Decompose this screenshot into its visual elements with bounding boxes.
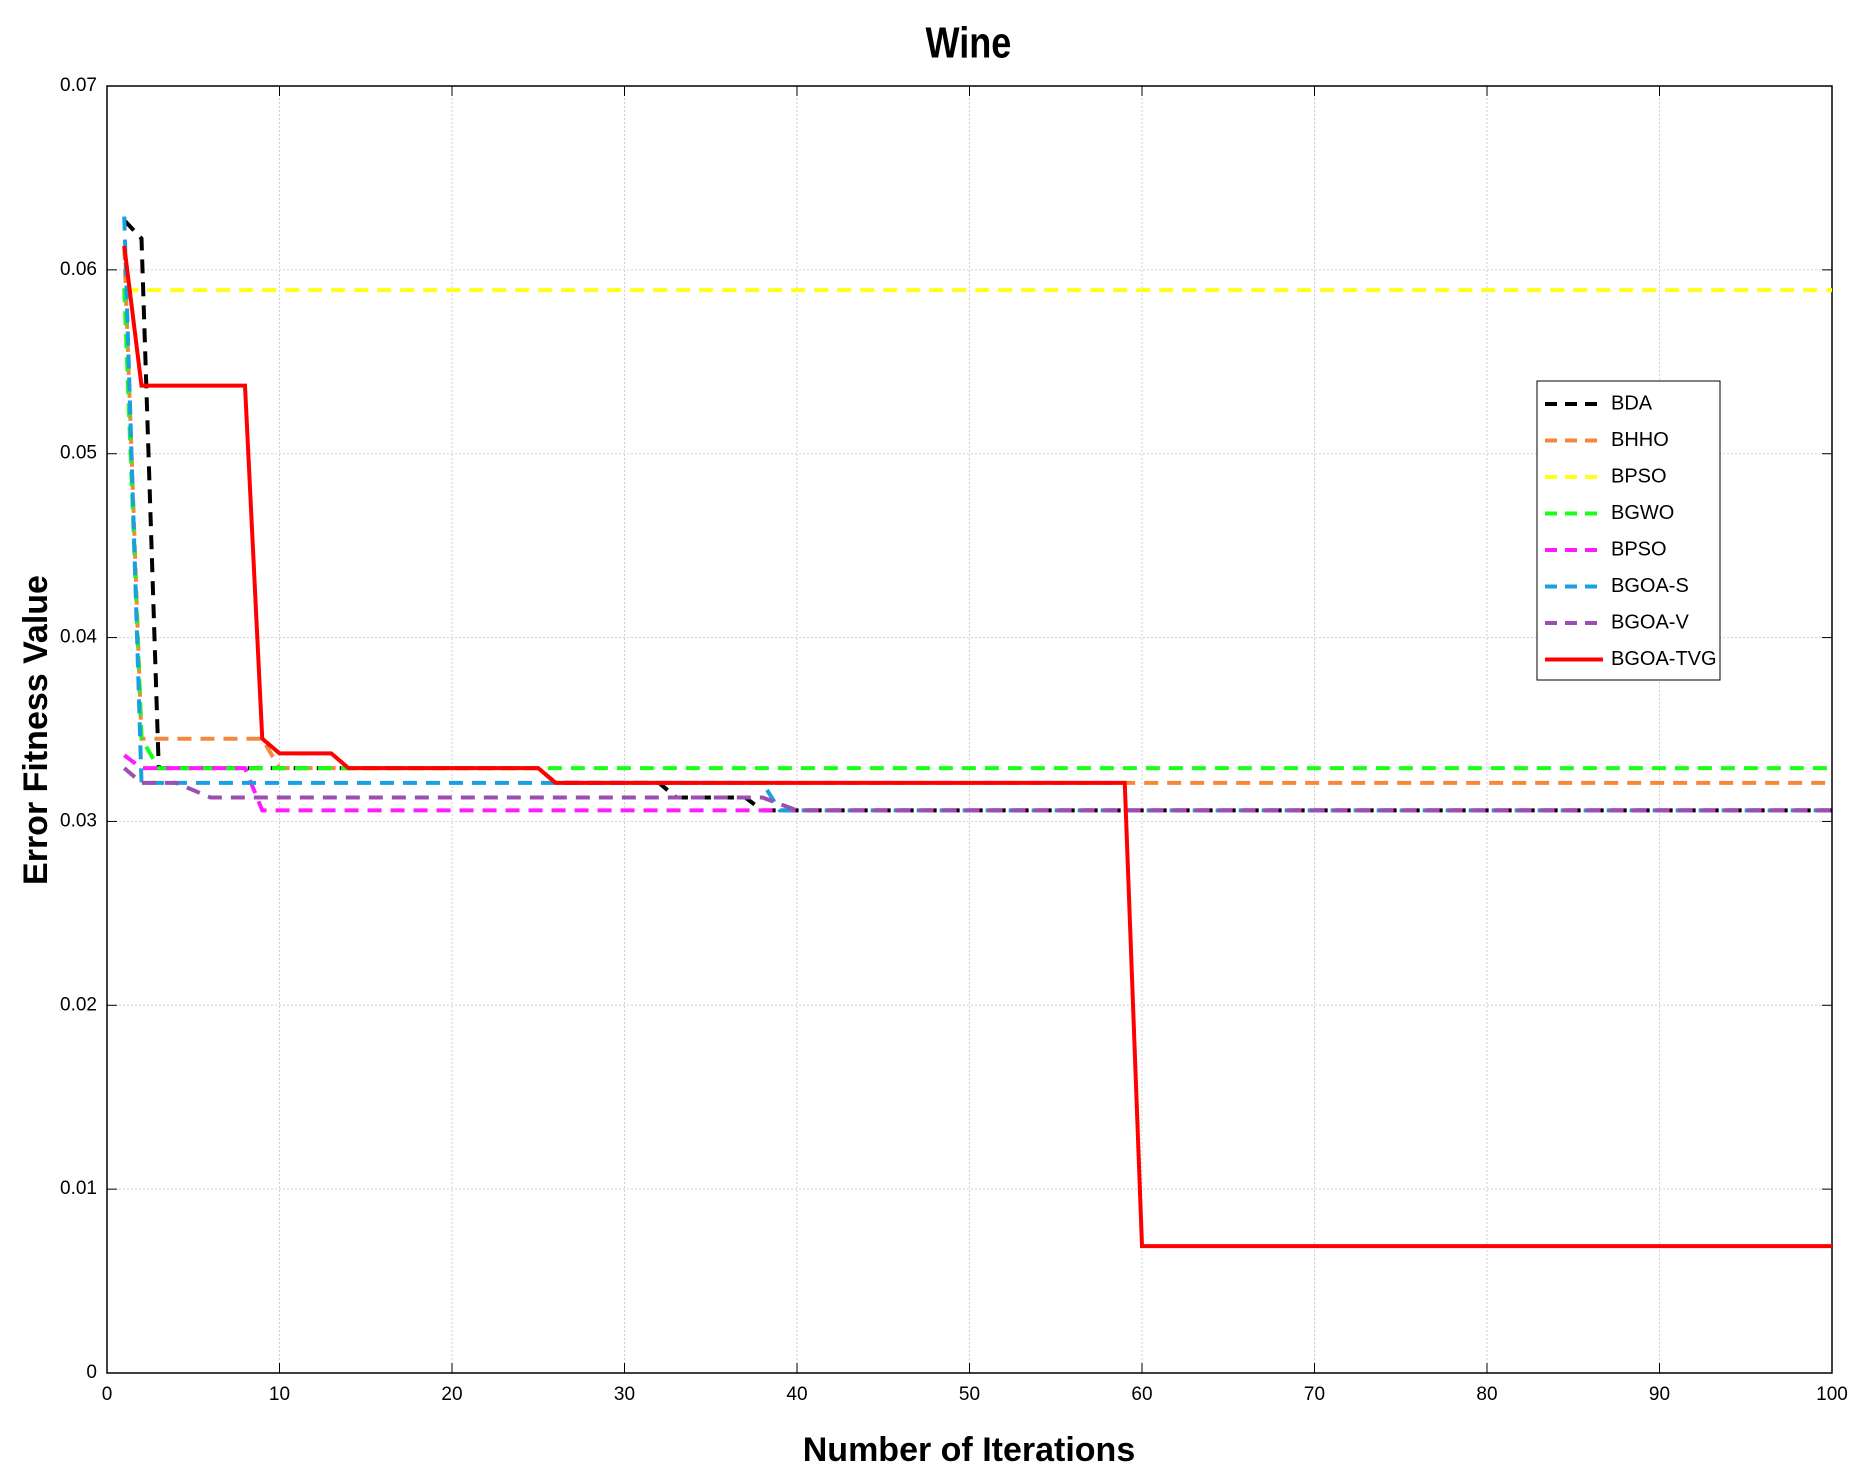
y-tick-label: 0.07 <box>60 75 97 96</box>
x-tick-label: 0 <box>102 1384 113 1405</box>
x-tick-label: 30 <box>614 1384 635 1405</box>
legend-box <box>1536 380 1721 681</box>
legend-label: BGOA-TVG <box>1611 648 1717 670</box>
x-tick-label: 10 <box>269 1384 290 1405</box>
series-line <box>122 766 1832 813</box>
y-tick-label: 0.03 <box>60 810 97 831</box>
x-tick-label: 50 <box>959 1384 980 1405</box>
y-tick-label: 0.05 <box>60 443 97 464</box>
x-tick-label: 70 <box>1304 1384 1325 1405</box>
legend-label: BGOA-V <box>1611 611 1689 633</box>
x-tick-label: 90 <box>1649 1384 1670 1405</box>
y-tick-label: 0.06 <box>60 259 97 280</box>
legend-label: BPSO <box>1611 538 1667 560</box>
legend-label: BDA <box>1611 392 1653 414</box>
y-tick-label: 0.02 <box>60 994 97 1015</box>
legend-label: BGWO <box>1611 502 1674 524</box>
y-tick-label: 0.04 <box>60 627 97 648</box>
x-axis-label: Number of Iterations <box>803 1431 1135 1469</box>
plot-frame <box>106 85 1833 1374</box>
x-tick-label: 60 <box>1131 1384 1152 1405</box>
legend-label: BHHO <box>1611 429 1669 451</box>
x-tick-label: 80 <box>1476 1384 1497 1405</box>
chart-title: Wine <box>926 18 1012 67</box>
series-line <box>122 288 1832 771</box>
y-tick-label: 0.01 <box>60 1178 97 1199</box>
series-line <box>122 245 1832 1249</box>
legend-label: BGOA-S <box>1611 575 1689 597</box>
series-line <box>122 218 1832 813</box>
y-tick-label: 0 <box>86 1362 97 1383</box>
y-axis-label: Error Fitness Value <box>17 575 55 885</box>
legend-label: BPSO <box>1611 465 1667 487</box>
x-tick-label: 40 <box>786 1384 807 1405</box>
x-tick-label: 100 <box>1816 1384 1848 1405</box>
x-tick-label: 20 <box>441 1384 462 1405</box>
